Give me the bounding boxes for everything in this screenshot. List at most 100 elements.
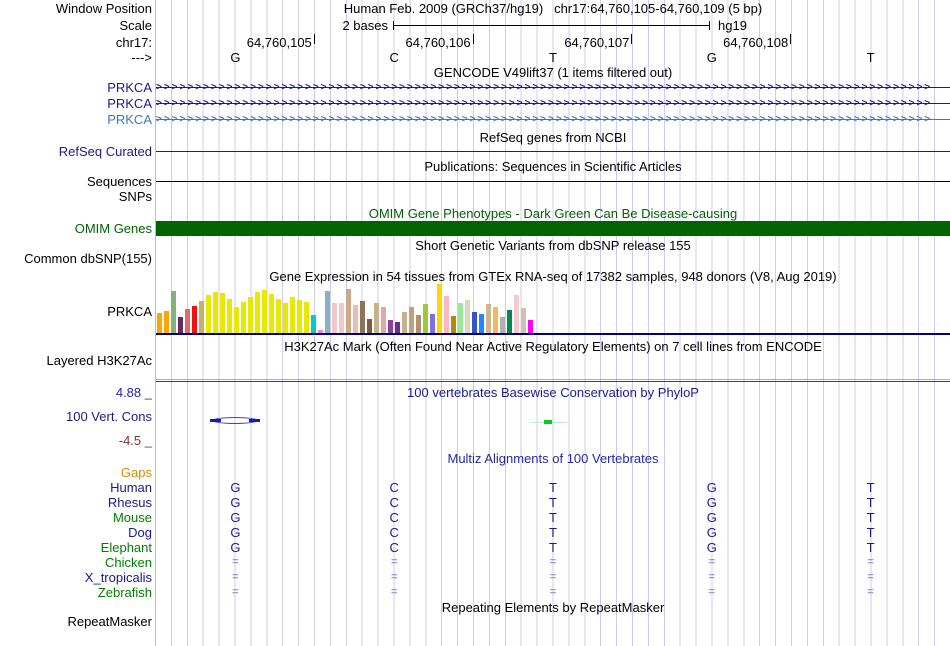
refseq-curated-item[interactable]: [156, 151, 950, 152]
species-label-Mouse[interactable]: Mouse: [112, 510, 152, 525]
multiz-row-Human[interactable]: Human G C T G T: [0, 481, 950, 496]
gtex-bar[interactable]: [353, 305, 358, 333]
gtex-bar[interactable]: [346, 289, 351, 333]
gtex-bar[interactable]: [171, 291, 176, 333]
gtex-bar[interactable]: [234, 307, 239, 333]
window-position-label[interactable]: Window Position: [55, 1, 152, 16]
gtex-bar[interactable]: [416, 315, 421, 333]
scale-label[interactable]: Scale: [119, 18, 152, 33]
gtex-bar[interactable]: [367, 319, 372, 333]
gtex-bar[interactable]: [185, 309, 190, 333]
species-label-Rhesus[interactable]: Rhesus: [107, 495, 152, 510]
omim-genes-label[interactable]: OMIM Genes: [74, 221, 152, 236]
gene-label-PRKCA[interactable]: PRKCA: [107, 80, 152, 95]
gtex-bar[interactable]: [444, 296, 449, 333]
multiz-row-Chicken[interactable]: Chicken = = = = =: [0, 556, 950, 571]
gtex-bar[interactable]: [437, 284, 442, 333]
gtex-bar[interactable]: [164, 311, 169, 333]
gtex-bar[interactable]: [332, 303, 337, 333]
strand-arrows: >>>>>>>>>>>>>>>>>>>>>>>>>>>>>>>>>>>>>>>>…: [156, 82, 933, 93]
gtex-bar[interactable]: [318, 330, 323, 333]
gtex-bar[interactable]: [423, 304, 428, 333]
gtex-bar[interactable]: [157, 313, 162, 333]
multiz-row-Mouse[interactable]: Mouse G C T G T: [0, 511, 950, 526]
common-dbsnp-label[interactable]: Common dbSNP(155): [24, 251, 152, 266]
gtex-bar[interactable]: [402, 312, 407, 333]
gtex-bar[interactable]: [360, 301, 365, 333]
gtex-bar[interactable]: [507, 310, 512, 333]
gtex-bar[interactable]: [493, 307, 498, 333]
gtex-bar[interactable]: [290, 297, 295, 333]
species-label-Chicken[interactable]: Chicken: [105, 555, 152, 570]
gtex-bar[interactable]: [199, 301, 204, 333]
refseq-curated-label[interactable]: RefSeq Curated: [58, 144, 152, 159]
multiz-row-Zebrafish[interactable]: Zebrafish = = = = =: [0, 586, 950, 601]
gene-transcript-PRKCA[interactable]: >>>>>>>>>>>>>>>>>>>>>>>>>>>>>>>>>>>>>>>>…: [156, 97, 950, 110]
gtex-bar[interactable]: [213, 292, 218, 333]
gtex-bar[interactable]: [528, 320, 533, 333]
gtex-bar[interactable]: [500, 317, 505, 333]
gtex-bar[interactable]: [220, 293, 225, 333]
alignment-base: =: [232, 571, 239, 583]
species-label-Dog[interactable]: Dog: [128, 525, 152, 540]
gtex-gene-label[interactable]: PRKCA: [107, 304, 152, 319]
gtex-bar[interactable]: [451, 316, 456, 333]
gtex-bar[interactable]: [283, 303, 288, 333]
gaps-label[interactable]: Gaps: [120, 465, 152, 480]
conservation-wiggle-peak[interactable]: [210, 417, 260, 424]
gtex-bar[interactable]: [178, 317, 183, 333]
multiz-row-Dog[interactable]: Dog G C T G T: [0, 526, 950, 541]
gene-label-PRKCA[interactable]: PRKCA: [107, 112, 152, 127]
gtex-bar[interactable]: [311, 315, 316, 333]
gtex-bar[interactable]: [241, 302, 246, 333]
gtex-bar[interactable]: [521, 308, 526, 333]
gtex-bar[interactable]: [388, 320, 393, 333]
species-label-Zebrafish[interactable]: Zebrafish: [97, 585, 152, 600]
sequences-label[interactable]: Sequences: [86, 174, 152, 189]
repeatmasker-label[interactable]: RepeatMasker: [67, 614, 152, 629]
gtex-bar[interactable]: [430, 314, 435, 333]
gtex-bar[interactable]: [381, 307, 386, 333]
strand-arrow-label[interactable]: --->: [131, 50, 152, 65]
gtex-bar[interactable]: [409, 307, 414, 333]
gtex-bar[interactable]: [472, 312, 477, 333]
gtex-bar[interactable]: [465, 300, 470, 333]
species-label-X_tropicalis[interactable]: X_tropicalis: [84, 570, 152, 585]
conservation-label[interactable]: 100 Vert. Cons: [66, 409, 152, 424]
multiz-row-Rhesus[interactable]: Rhesus G C T G T: [0, 496, 950, 511]
multiz-row-Elephant[interactable]: Elephant G C T G T: [0, 541, 950, 556]
gtex-bar[interactable]: [269, 294, 274, 333]
gene-transcript-PRKCA[interactable]: >>>>>>>>>>>>>>>>>>>>>>>>>>>>>>>>>>>>>>>>…: [156, 81, 950, 94]
gtex-bar[interactable]: [304, 302, 309, 333]
gene-label-PRKCA[interactable]: PRKCA: [107, 96, 152, 111]
gene-transcript-PRKCA[interactable]: >>>>>>>>>>>>>>>>>>>>>>>>>>>>>>>>>>>>>>>>…: [156, 113, 950, 126]
multiz-row-X_tropicalis[interactable]: X_tropicalis = = = = =: [0, 571, 950, 586]
h3k27ac-signal-orange[interactable]: [156, 379, 950, 380]
gtex-bar[interactable]: [339, 303, 344, 333]
snps-label[interactable]: SNPs: [118, 189, 152, 204]
gtex-bar[interactable]: [395, 322, 400, 333]
gtex-bar[interactable]: [255, 292, 260, 333]
gtex-bar[interactable]: [192, 306, 197, 333]
sequences-item[interactable]: [156, 181, 950, 182]
gtex-bar[interactable]: [206, 295, 211, 333]
species-label-Human[interactable]: Human: [110, 480, 152, 495]
gtex-expression-bars[interactable]: [156, 283, 950, 333]
omim-track-title: OMIM Gene Phenotypes - Dark Green Can Be…: [368, 206, 738, 221]
omim-gene-bar[interactable]: [156, 221, 950, 236]
gtex-bar[interactable]: [262, 290, 267, 333]
gtex-bar[interactable]: [486, 304, 491, 333]
gtex-bar[interactable]: [325, 291, 330, 333]
alignment-base: =: [390, 586, 398, 598]
species-label-Elephant[interactable]: Elephant: [100, 540, 152, 555]
gtex-bar[interactable]: [276, 299, 281, 333]
gtex-bar[interactable]: [479, 314, 484, 333]
gtex-bar[interactable]: [374, 303, 379, 333]
gtex-bar[interactable]: [227, 299, 232, 333]
gtex-bar[interactable]: [458, 303, 463, 333]
gtex-bar[interactable]: [514, 295, 519, 333]
layered-h3k27ac-label[interactable]: Layered H3K27Ac: [46, 353, 152, 368]
gtex-bar[interactable]: [248, 297, 253, 333]
gtex-bar[interactable]: [297, 300, 302, 333]
h3k27ac-signal-darkred[interactable]: [156, 381, 950, 382]
